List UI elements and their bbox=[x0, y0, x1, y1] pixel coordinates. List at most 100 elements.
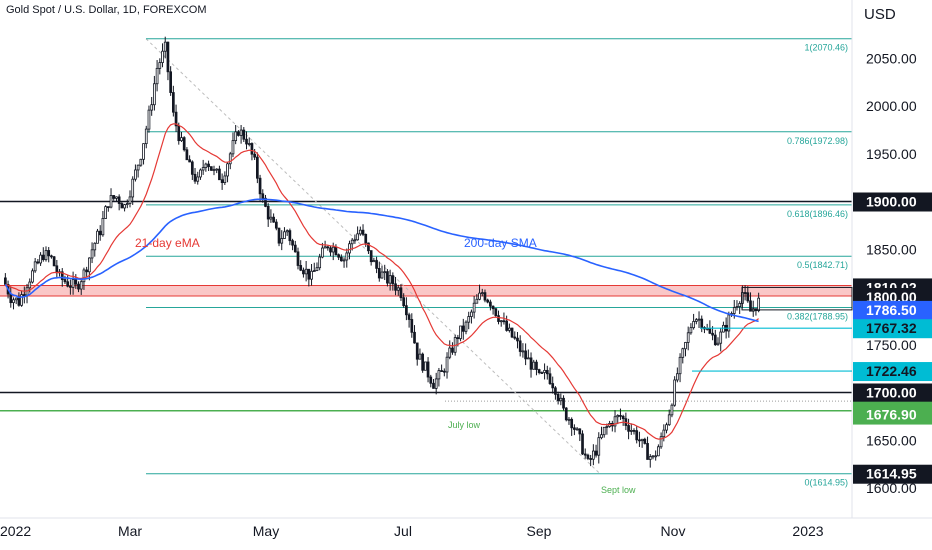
candle-body bbox=[277, 227, 281, 244]
candle-body bbox=[516, 337, 519, 342]
price-label: 1614.95 bbox=[866, 466, 917, 482]
candle-body bbox=[223, 175, 227, 184]
candle-body bbox=[318, 256, 322, 269]
candle-body bbox=[716, 342, 720, 346]
candle-body bbox=[440, 370, 443, 372]
candle-body bbox=[391, 275, 395, 285]
candle-body bbox=[307, 268, 311, 280]
candle-body bbox=[489, 301, 492, 307]
candle-body bbox=[98, 230, 102, 236]
candle-body bbox=[654, 455, 658, 458]
candle-body bbox=[28, 281, 32, 289]
candle-body bbox=[735, 306, 739, 308]
price-label: 1767.32 bbox=[866, 320, 917, 336]
candle-body bbox=[9, 293, 13, 304]
x-tick-label: Jul bbox=[394, 523, 412, 539]
candle-body bbox=[323, 246, 327, 249]
y-tick-label: 1650.00 bbox=[866, 432, 917, 448]
sma-line bbox=[4, 198, 759, 323]
candle-body bbox=[231, 140, 235, 155]
candle-body bbox=[554, 387, 557, 395]
candle-body bbox=[686, 332, 690, 343]
price-label: 1700.00 bbox=[866, 385, 917, 401]
candle-body bbox=[153, 83, 156, 106]
candle-body bbox=[743, 292, 747, 294]
candle-body bbox=[472, 302, 476, 313]
candle-body bbox=[410, 319, 414, 333]
candle-body bbox=[20, 294, 23, 306]
candle-body bbox=[117, 196, 121, 204]
candle-body bbox=[326, 246, 330, 249]
candle-body bbox=[621, 415, 625, 420]
candle-body bbox=[543, 369, 546, 373]
x-tick-label: 2023 bbox=[792, 523, 823, 539]
candle-body bbox=[746, 292, 750, 302]
candle-body bbox=[33, 261, 37, 272]
candle-body bbox=[77, 283, 80, 290]
candle-body bbox=[556, 393, 560, 402]
fib-label: 0.382(1788.95) bbox=[787, 312, 848, 322]
candle-body bbox=[321, 247, 324, 258]
candle-body bbox=[594, 450, 598, 456]
candle-body bbox=[79, 281, 83, 290]
candle-body bbox=[564, 407, 568, 421]
candle-body bbox=[508, 327, 511, 331]
candle-body bbox=[264, 197, 267, 207]
sept-low-label: Sept low bbox=[601, 485, 636, 495]
fib-label: 0(1614.95) bbox=[804, 478, 848, 488]
candle-body bbox=[532, 361, 536, 370]
candle-body bbox=[537, 369, 541, 373]
candle-body bbox=[104, 206, 107, 219]
candle-body bbox=[356, 233, 359, 241]
candle-body bbox=[727, 314, 731, 332]
candle-body bbox=[274, 221, 278, 229]
candle-body bbox=[459, 325, 462, 339]
candle-body bbox=[196, 176, 200, 182]
candle-body bbox=[88, 257, 91, 273]
fib-label: 0.618(1896.46) bbox=[787, 209, 848, 219]
candle-body bbox=[66, 281, 70, 287]
candle-body bbox=[369, 250, 373, 263]
candle-body bbox=[331, 246, 335, 253]
candle-body bbox=[364, 233, 368, 244]
price-label-bg bbox=[853, 464, 932, 484]
candle-body bbox=[39, 254, 42, 264]
candle-body bbox=[134, 169, 137, 180]
candle-body bbox=[204, 163, 208, 168]
candle-body bbox=[383, 271, 387, 274]
candle-body bbox=[667, 414, 671, 426]
currency-label: USD bbox=[864, 6, 896, 23]
candle-body bbox=[529, 357, 533, 370]
candle-body bbox=[131, 178, 135, 198]
candle-body bbox=[434, 378, 438, 389]
candle-body bbox=[136, 164, 140, 171]
candle-body bbox=[69, 285, 72, 288]
candle-body bbox=[350, 239, 354, 245]
candle-body bbox=[177, 125, 181, 142]
candle-body bbox=[329, 247, 332, 253]
candle-body bbox=[125, 203, 129, 206]
candle-body bbox=[304, 268, 308, 275]
candle-body bbox=[567, 418, 571, 421]
candle-body bbox=[342, 259, 346, 262]
candle-body bbox=[123, 204, 126, 209]
candle-body bbox=[207, 163, 210, 168]
candle-body bbox=[272, 216, 275, 223]
candle-body bbox=[237, 131, 240, 136]
candle-body bbox=[437, 370, 441, 380]
fib-label: 0.786(1972.98) bbox=[787, 136, 848, 146]
candle-body bbox=[678, 356, 682, 375]
candle-body bbox=[732, 307, 736, 314]
price-label: 1900.00 bbox=[866, 194, 917, 210]
candle-body bbox=[559, 397, 563, 402]
candle-body bbox=[90, 249, 94, 259]
candle-body bbox=[215, 168, 219, 171]
candle-body bbox=[526, 357, 530, 360]
candle-body bbox=[74, 279, 78, 285]
candle-body bbox=[226, 163, 229, 177]
y-tick-label: 2050.00 bbox=[866, 50, 917, 66]
candle-body bbox=[562, 397, 565, 409]
candle-body bbox=[299, 265, 303, 271]
candle-body bbox=[109, 195, 113, 208]
